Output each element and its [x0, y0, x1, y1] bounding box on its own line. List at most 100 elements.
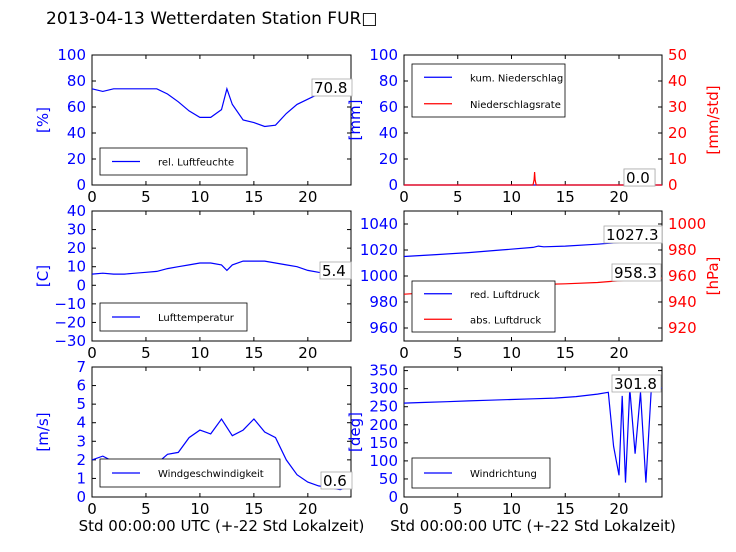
y-tick-label: 20: [67, 150, 86, 168]
y-tick-label: −30: [54, 332, 86, 350]
y-tick-label: 0: [76, 488, 86, 506]
value-label: 0.6: [323, 472, 347, 490]
plot-frame: [91, 54, 352, 186]
x-tick-label: 10: [502, 500, 521, 518]
value-label-box: [623, 168, 656, 187]
x-tick-label: 10: [502, 188, 521, 206]
x-tick-label: 10: [190, 500, 209, 518]
value-label-box: [320, 471, 353, 490]
value-label-box: [611, 263, 662, 282]
panel-pressure: 0 5 10 15 20 960 980 1000 1020 1040 920 940 960 980 10…: [360, 210, 722, 362]
x-tick-label: 10: [190, 344, 209, 362]
y-tick-label: 300: [369, 380, 398, 398]
value-label: 1027.3: [606, 226, 659, 244]
y-tick-label: 40: [67, 124, 86, 142]
value-label-box: [611, 374, 662, 393]
value-label-secondary: 0.0: [626, 169, 650, 187]
y-tick-label: 1020: [360, 241, 398, 259]
y-tick-label: 10: [67, 258, 86, 276]
panel-humidity: 0 5 10 15 20 0 20 40 60 80 100 [%] 70.8 rel. Luftfeuc…: [34, 46, 353, 206]
panel-precipitation: 0 5 10 15 20 0 20 40 60 80 100 0 10 20 30 40 50 [mm/std] […: [346, 46, 722, 206]
y-tick-label: 4: [76, 414, 86, 432]
y2-axis-label: [mm/std]: [704, 85, 722, 154]
x-tick-label: 20: [609, 188, 628, 206]
x-tick-label: 0: [87, 188, 97, 206]
value-label-box: [311, 78, 353, 97]
x-axis-label: Std 00:00:00 UTC (+-22 Std Lokalzeit): [79, 517, 365, 535]
legend-label: Windgeschwindigkeit: [158, 469, 264, 480]
y2-tick-label: 20: [668, 124, 687, 142]
x-tick-label: 15: [556, 344, 575, 362]
x-tick-label: 0: [87, 344, 97, 362]
plot-frame: [403, 366, 663, 498]
y2-tick-label: 920: [668, 319, 697, 337]
y-tick-label: 1: [76, 469, 86, 487]
y-tick-label: 0: [76, 276, 86, 294]
y2-axis-label: [hPa]: [704, 257, 722, 296]
x-tick-label: 10: [502, 344, 521, 362]
y-tick-label: 350: [369, 362, 398, 380]
y-axis-label: [%]: [34, 107, 52, 133]
plot-frame: [91, 366, 352, 498]
x-tick-label: 0: [399, 188, 409, 206]
x-tick-label: 5: [453, 188, 463, 206]
y-tick-label: 60: [67, 98, 86, 116]
y-tick-label: 50: [379, 470, 398, 488]
y-tick-label: 960: [369, 319, 398, 337]
x-tick-label: 0: [399, 344, 409, 362]
y-tick-label: 40: [379, 124, 398, 142]
y2-tick-label: 980: [668, 241, 697, 259]
y-tick-label: 0: [76, 176, 86, 194]
x-tick-label: 15: [556, 500, 575, 518]
y-tick-label: 200: [369, 416, 398, 434]
y-tick-label: 150: [369, 434, 398, 452]
series-line-2: [404, 171, 662, 186]
x-tick-label: 15: [244, 500, 263, 518]
legend-box: [411, 280, 556, 333]
legend-label: rel. Luftfeuchte: [158, 158, 234, 169]
x-tick-label: 20: [298, 188, 317, 206]
y2-tick-label: 940: [668, 293, 697, 311]
x-tick-label: 5: [141, 500, 151, 518]
series-line-1: [91, 260, 352, 276]
y-tick-label: −20: [54, 313, 86, 331]
value-label-secondary: 958.3: [614, 264, 657, 282]
legend-label: Niederschlagsrate: [470, 100, 561, 111]
y2-tick-label: 0: [668, 176, 678, 194]
y2-tick-label: 960: [668, 267, 697, 285]
y-tick-label: 2: [76, 451, 86, 469]
y-tick-label: 6: [76, 377, 86, 395]
x-tick-label: 0: [87, 500, 97, 518]
y-tick-label: 30: [67, 221, 86, 239]
value-label: 301.8: [614, 375, 657, 393]
x-tick-label: 20: [298, 344, 317, 362]
y2-tick-label: 10: [668, 150, 687, 168]
x-tick-label: 10: [190, 188, 209, 206]
y2-tick-label: 30: [668, 98, 687, 116]
y2-tick-label: 50: [668, 46, 687, 64]
y-tick-label: 60: [379, 98, 398, 116]
y-axis-label: [m/s]: [34, 412, 52, 451]
legend-label: kum. Niederschlag: [470, 73, 563, 84]
value-label-box: [319, 261, 352, 280]
y-tick-label: 100: [369, 46, 398, 64]
y-tick-label: 40: [67, 202, 86, 220]
y-tick-label: 0: [388, 488, 398, 506]
x-axis-label: Std 00:00:00 UTC (+-22 Std Lokalzeit): [390, 517, 676, 535]
y-tick-label: 1040: [360, 215, 398, 233]
x-tick-label: 5: [141, 188, 151, 206]
x-tick-label: 20: [609, 344, 628, 362]
y-axis-label: [mm]: [346, 100, 364, 141]
y-tick-label: 20: [67, 239, 86, 257]
value-label: 5.4: [322, 262, 346, 280]
y2-tick-label: 1000: [668, 215, 706, 233]
y-tick-label: 1000: [360, 267, 398, 285]
y-tick-label: 3: [76, 432, 86, 450]
chart-title: 2013-04-13 Wetterdaten Station FUR□: [46, 9, 378, 29]
y-tick-label: −10: [54, 295, 86, 313]
x-tick-label: 20: [609, 500, 628, 518]
